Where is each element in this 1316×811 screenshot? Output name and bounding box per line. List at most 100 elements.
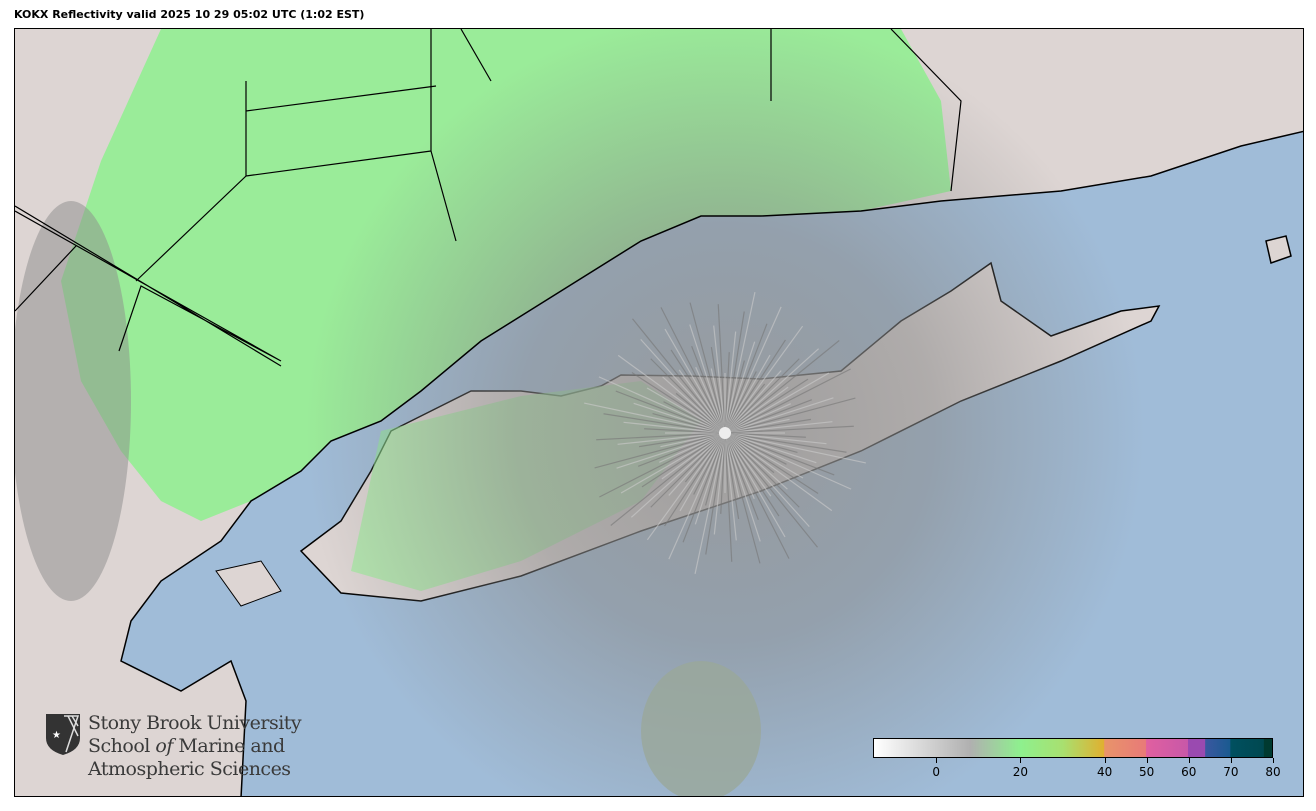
radar-ray bbox=[603, 413, 726, 434]
radar-ray bbox=[724, 432, 835, 476]
radar-ray bbox=[646, 432, 726, 541]
radar-ray bbox=[632, 318, 726, 434]
radar-ray bbox=[630, 432, 726, 518]
radar-ray bbox=[724, 432, 798, 453]
radar-ray bbox=[694, 432, 726, 525]
radar-ray bbox=[724, 368, 851, 434]
radar-ray bbox=[584, 402, 726, 434]
radar-ray bbox=[724, 358, 800, 434]
radar-ray bbox=[724, 432, 847, 453]
radar-ray bbox=[689, 302, 726, 434]
radar-ray bbox=[724, 432, 733, 562]
radar-ray bbox=[724, 403, 792, 434]
radar-ray bbox=[724, 432, 787, 465]
radar-ray bbox=[724, 292, 756, 434]
radar-ray bbox=[724, 425, 854, 434]
radar-ray bbox=[724, 432, 827, 445]
radar-ray bbox=[644, 428, 726, 434]
radar-ray bbox=[724, 421, 833, 434]
radar-ray bbox=[724, 372, 830, 434]
colorbar-tick bbox=[1188, 758, 1190, 763]
radar-ray bbox=[724, 331, 737, 434]
radar-ray bbox=[724, 432, 804, 479]
radar-ray bbox=[713, 432, 726, 535]
radar-ray bbox=[689, 324, 726, 434]
radar-ray bbox=[705, 432, 726, 506]
radar-ray bbox=[646, 387, 726, 434]
radar-ray bbox=[650, 432, 726, 508]
radar-ray bbox=[668, 432, 726, 560]
radar-ray bbox=[652, 413, 726, 434]
radar-ray bbox=[640, 338, 726, 434]
radar-ray bbox=[724, 432, 786, 538]
sbu-shield-icon: ★ bbox=[46, 714, 80, 755]
colorbar-tick bbox=[1273, 758, 1274, 763]
colorbar-tick-label: 0 bbox=[932, 765, 940, 779]
colorbar-tick bbox=[1146, 758, 1148, 763]
radar-ray bbox=[724, 378, 809, 434]
radar-ray bbox=[694, 432, 726, 574]
radar-rays bbox=[584, 292, 866, 574]
radar-ray bbox=[724, 323, 768, 434]
radar-ray bbox=[598, 376, 726, 434]
radar-map[interactable] bbox=[14, 28, 1304, 797]
radar-ray bbox=[615, 390, 726, 434]
radar-ray bbox=[717, 304, 726, 434]
radar-ray bbox=[663, 401, 726, 434]
radar-ray bbox=[631, 372, 726, 434]
colorbar-tick-label: 60 bbox=[1181, 765, 1197, 779]
radar-ray bbox=[668, 432, 726, 496]
svg-text:★: ★ bbox=[52, 730, 61, 741]
radar-ray bbox=[720, 432, 726, 514]
radar-ray bbox=[682, 432, 726, 543]
radar-ray bbox=[617, 432, 726, 445]
radar-ray bbox=[724, 371, 757, 434]
radar-ray bbox=[664, 328, 726, 434]
radar-ray bbox=[617, 354, 726, 434]
radar-ray bbox=[724, 397, 856, 434]
radar-ray bbox=[679, 432, 726, 512]
radar-ray bbox=[724, 418, 812, 434]
radar-ray bbox=[724, 348, 820, 434]
radar-ray bbox=[623, 421, 726, 434]
radar-ray bbox=[724, 306, 782, 434]
radar-ray bbox=[693, 432, 726, 495]
map-title: KOKX Reflectivity valid 2025 10 29 05:02… bbox=[14, 8, 365, 21]
radar-ray bbox=[616, 432, 726, 469]
radar-ray bbox=[596, 432, 726, 441]
echo-cluster-south bbox=[641, 661, 761, 796]
radar-ray bbox=[724, 432, 772, 497]
radar-ray bbox=[724, 432, 806, 438]
sbu-somas-logo: ★ Stony Brook University School of Marin… bbox=[44, 712, 302, 781]
colorbar-tick-label: 40 bbox=[1096, 765, 1113, 779]
radar-ray bbox=[724, 432, 852, 490]
radar-ray bbox=[724, 370, 782, 434]
radar-ray bbox=[724, 432, 761, 564]
radar-ray bbox=[724, 432, 790, 559]
radar-ray bbox=[710, 346, 726, 434]
radar-ray bbox=[724, 386, 789, 434]
colorbar-tick bbox=[936, 758, 938, 763]
radar-ray bbox=[724, 340, 840, 434]
radar-ray bbox=[724, 339, 786, 434]
radar-ray bbox=[724, 432, 761, 542]
radar-ray bbox=[620, 432, 726, 494]
logo-line-2: School of Marine and bbox=[88, 735, 285, 757]
radar-ray bbox=[724, 432, 818, 548]
radar-ray bbox=[705, 432, 726, 555]
colorbar-tick-label: 50 bbox=[1139, 765, 1155, 779]
radar-ray bbox=[724, 432, 740, 520]
radar-ray bbox=[599, 432, 726, 498]
radar-ray bbox=[695, 366, 726, 434]
radar-ray bbox=[724, 432, 819, 494]
radar-ray bbox=[724, 432, 800, 508]
radar-ray bbox=[724, 397, 834, 434]
radar-ray bbox=[641, 432, 726, 488]
radar-ray bbox=[664, 432, 726, 527]
colorbar-tick-label: 20 bbox=[1012, 765, 1028, 779]
radar-echo-field bbox=[15, 29, 1303, 796]
colorbar-tick bbox=[1230, 758, 1232, 763]
radar-ray bbox=[724, 432, 833, 512]
radar-ray bbox=[633, 402, 726, 434]
radar-ray bbox=[724, 432, 817, 464]
